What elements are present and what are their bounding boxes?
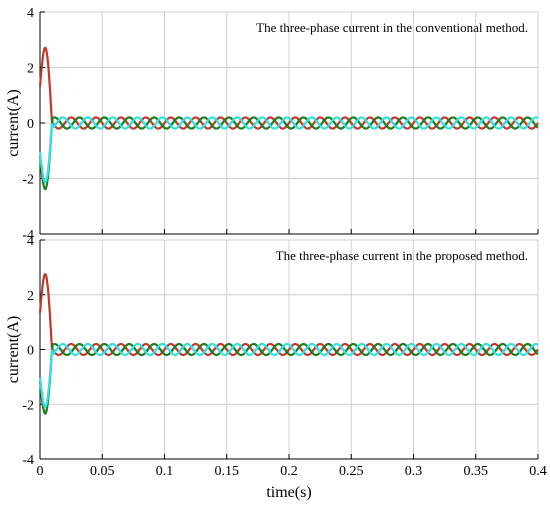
panel-1: -4 -2 0 2 4 current(A) The three-phase current… [5,6,539,243]
y-axis-label: current(A) [5,89,22,157]
panel-2: 0 0.05 0.1 0.15 0.2 0.25 0.3 0.35 0.4 -4 -2 0 2 4 curr… [5,234,547,501]
x-axis-label: time(s) [266,484,311,501]
series-line-phase-3 [38,116,539,184]
y-tick-label: 4 [27,234,34,249]
x-tick-label: 0.15 [215,464,240,479]
x-tick-label: 0.05 [90,464,115,479]
series-line-phase-1 [38,46,539,130]
y-axis-label: current(A) [5,316,22,384]
series-line-phase-2 [38,116,539,191]
series-line-phase-2 [38,342,539,415]
y-tick-label: -4 [22,228,34,243]
y-tick-label: 2 [27,62,34,77]
x-tick-label: 0.2 [280,464,298,479]
x-tick-label: 0.25 [339,464,364,479]
x-tick-label: 0.1 [156,464,174,479]
panel-title: The three-phase current in the proposed … [276,248,528,263]
x-tick-label: 0.4 [529,464,547,479]
y-tick-label: -4 [22,453,34,468]
series-line-phase-1 [38,272,539,357]
y-tick-label: -2 [22,173,34,188]
y-tick-label: -2 [22,398,34,413]
y-tick-label: 0 [27,344,34,359]
x-tick-label: 0.3 [405,464,423,479]
panel-title: The three-phase current in the conventio… [256,20,528,35]
x-tick-label: 0 [37,464,44,479]
y-tick-label: 4 [27,6,34,21]
series-line-phase-3 [38,342,539,408]
y-tick-label: 2 [27,289,34,304]
y-tick-label: 0 [27,117,34,132]
x-tick-label: 0.35 [464,464,489,479]
